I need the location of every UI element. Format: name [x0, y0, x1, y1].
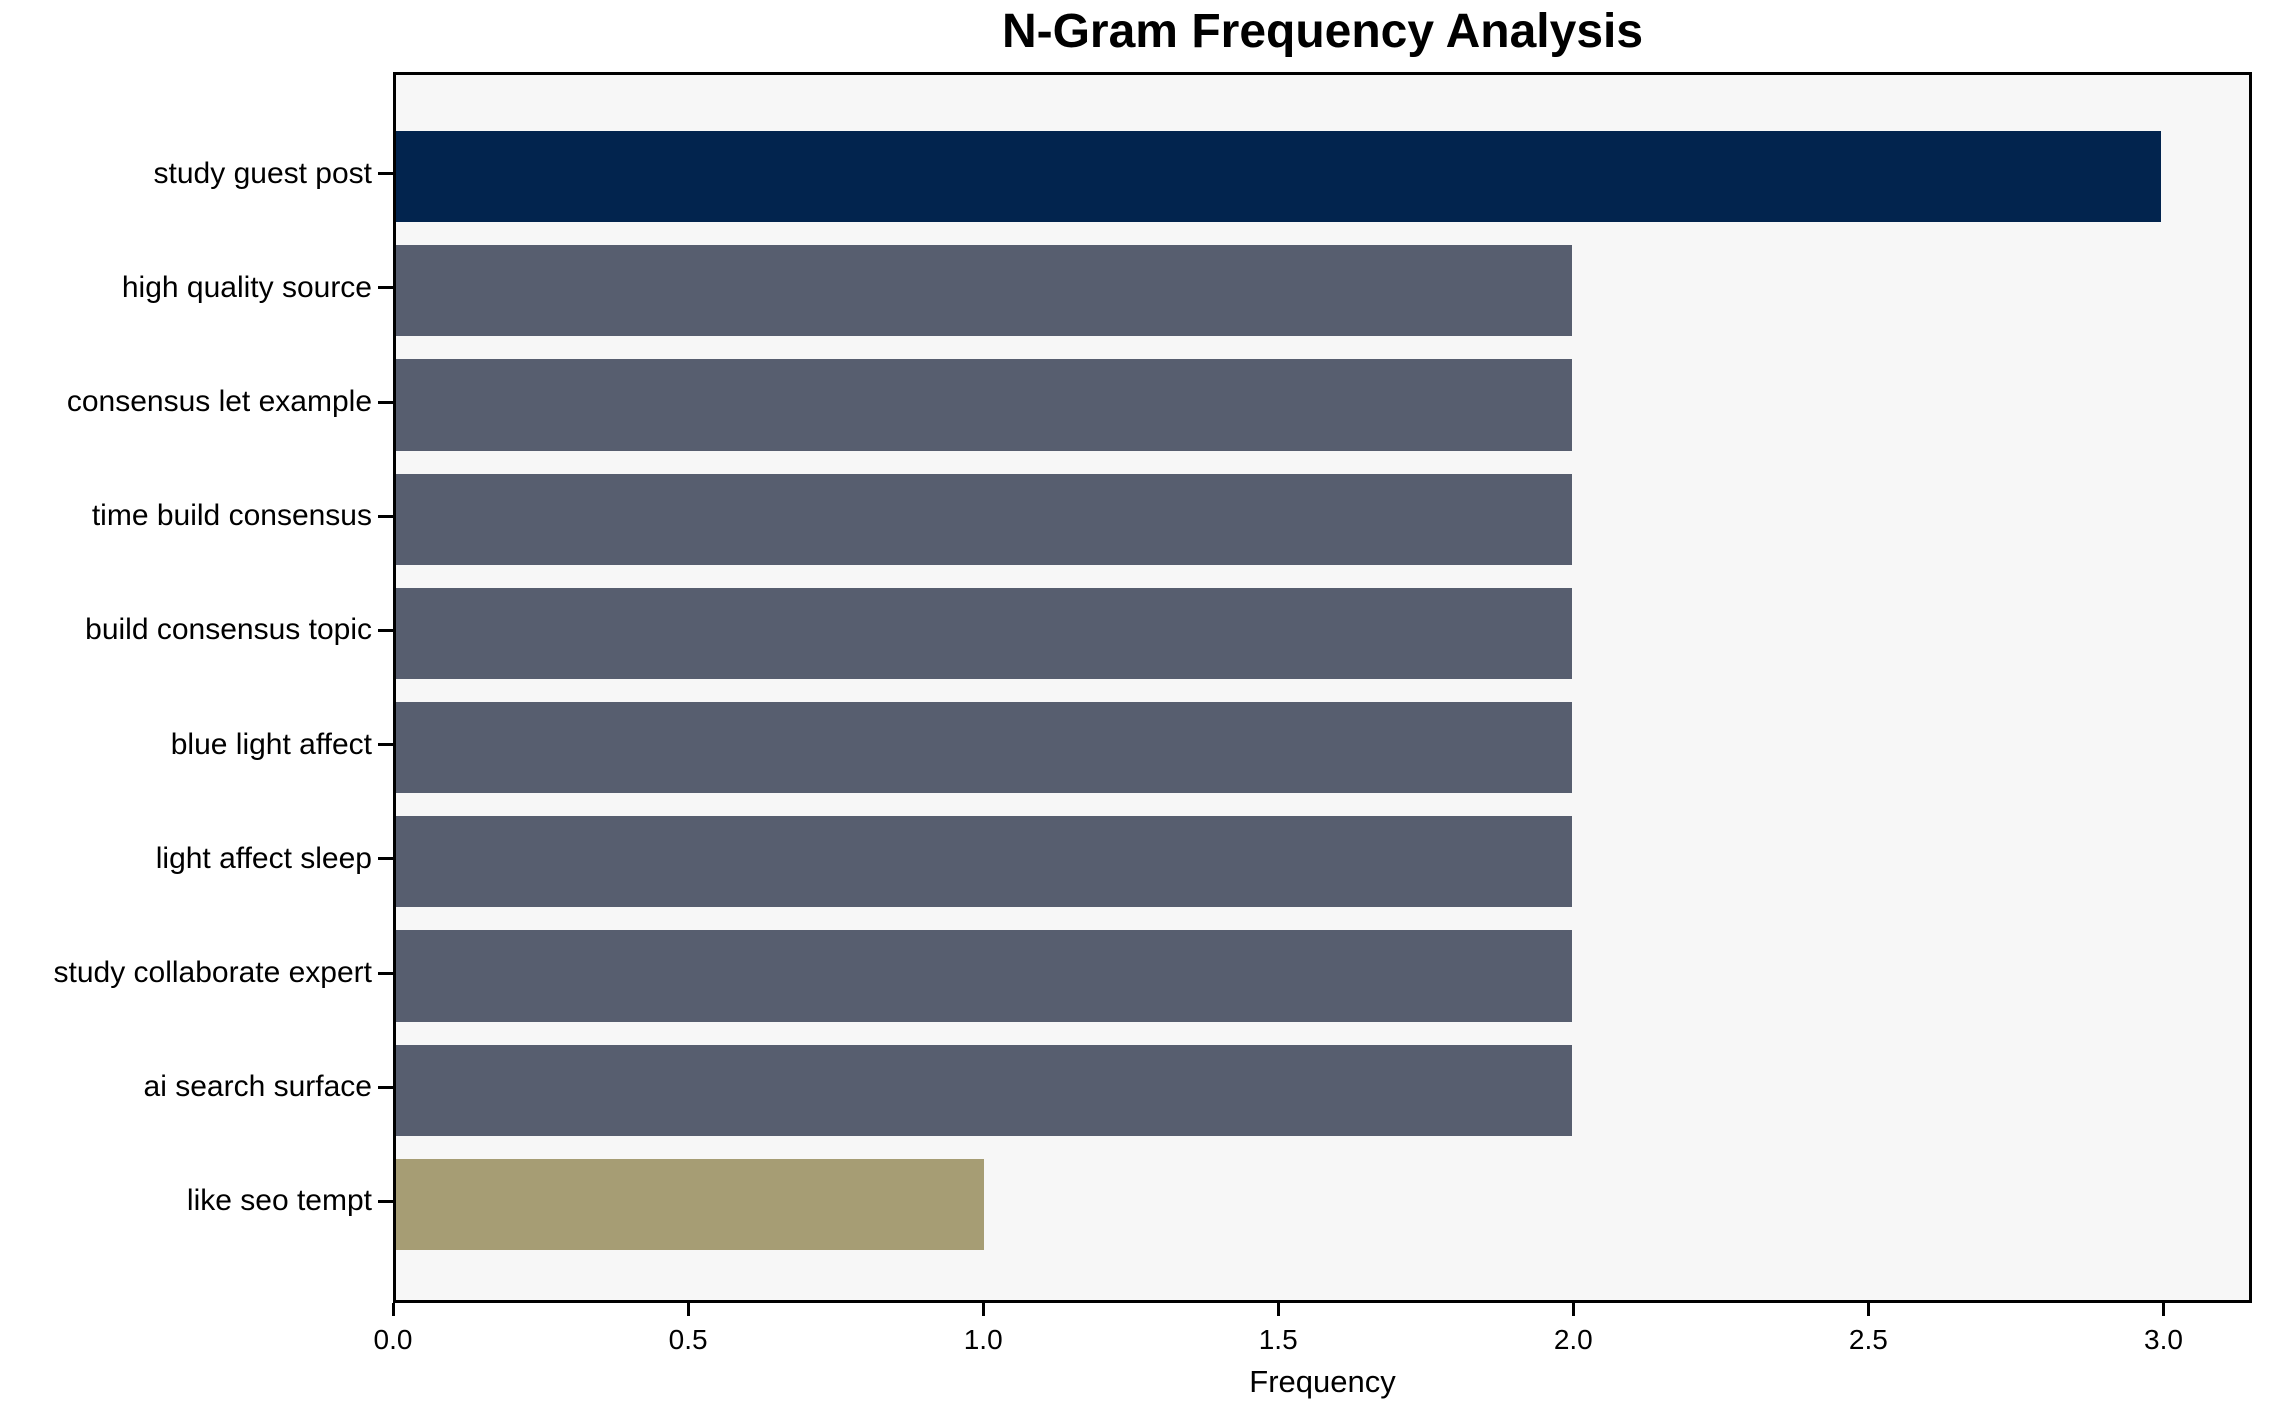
y-axis-label: time build consensus: [91, 499, 372, 533]
y-axis-label: build consensus topic: [85, 613, 372, 647]
x-axis-tick-label: 0.5: [668, 1324, 708, 1355]
y-axis-tick: [378, 857, 393, 861]
x-axis-tick: [1276, 1303, 1280, 1316]
x-axis-tick-label: 0.0: [373, 1324, 413, 1355]
plot-area: [393, 72, 2252, 1303]
chart-title: N-Gram Frequency Analysis: [1001, 5, 1644, 58]
bar: [396, 701, 1573, 794]
x-axis-tick: [1571, 1303, 1575, 1316]
x-axis-tick: [981, 1303, 985, 1316]
y-axis-tick: [378, 1085, 393, 1089]
y-axis-label: like seo tempt: [186, 1184, 372, 1218]
x-axis-title: Frequency: [1249, 1364, 1396, 1399]
bar: [396, 816, 1573, 908]
bar: [396, 473, 1573, 565]
bar: [396, 587, 1573, 680]
y-axis-tick: [378, 400, 393, 404]
y-axis-tick: [378, 286, 393, 290]
bar: [396, 359, 1573, 451]
bar: [396, 1044, 1573, 1136]
x-axis-tick: [686, 1303, 690, 1316]
y-axis-label: consensus let example: [66, 385, 372, 418]
x-axis-tick-label: 3.0: [2144, 1324, 2183, 1355]
y-axis-label: study collaborate expert: [53, 956, 372, 989]
y-axis-tick: [378, 971, 393, 975]
y-axis-tick: [378, 172, 393, 176]
x-axis-tick-label: 1.0: [963, 1324, 1003, 1355]
x-axis-tick: [2162, 1303, 2165, 1316]
bar: [396, 930, 1573, 1022]
bar: [396, 1158, 985, 1251]
x-axis-tick-label: 1.5: [1258, 1324, 1298, 1355]
y-axis-tick: [378, 628, 393, 632]
y-axis-tick: [378, 1199, 393, 1203]
x-axis-tick-label: 2.0: [1553, 1324, 1593, 1355]
y-axis-label: light affect sleep: [155, 841, 372, 875]
bar: [396, 245, 1573, 337]
x-axis-tick: [391, 1303, 395, 1316]
y-axis-tick: [378, 514, 393, 518]
y-axis-label: blue light affect: [170, 727, 372, 761]
x-axis-tick-label: 2.5: [1848, 1324, 1888, 1355]
y-axis-label: ai search surface: [143, 1070, 372, 1104]
x-axis-tick: [1866, 1303, 1870, 1316]
bar: [396, 131, 2161, 223]
y-axis-label: high quality source: [121, 270, 372, 304]
y-axis-tick: [378, 743, 393, 747]
y-axis-label: study guest post: [153, 156, 372, 190]
